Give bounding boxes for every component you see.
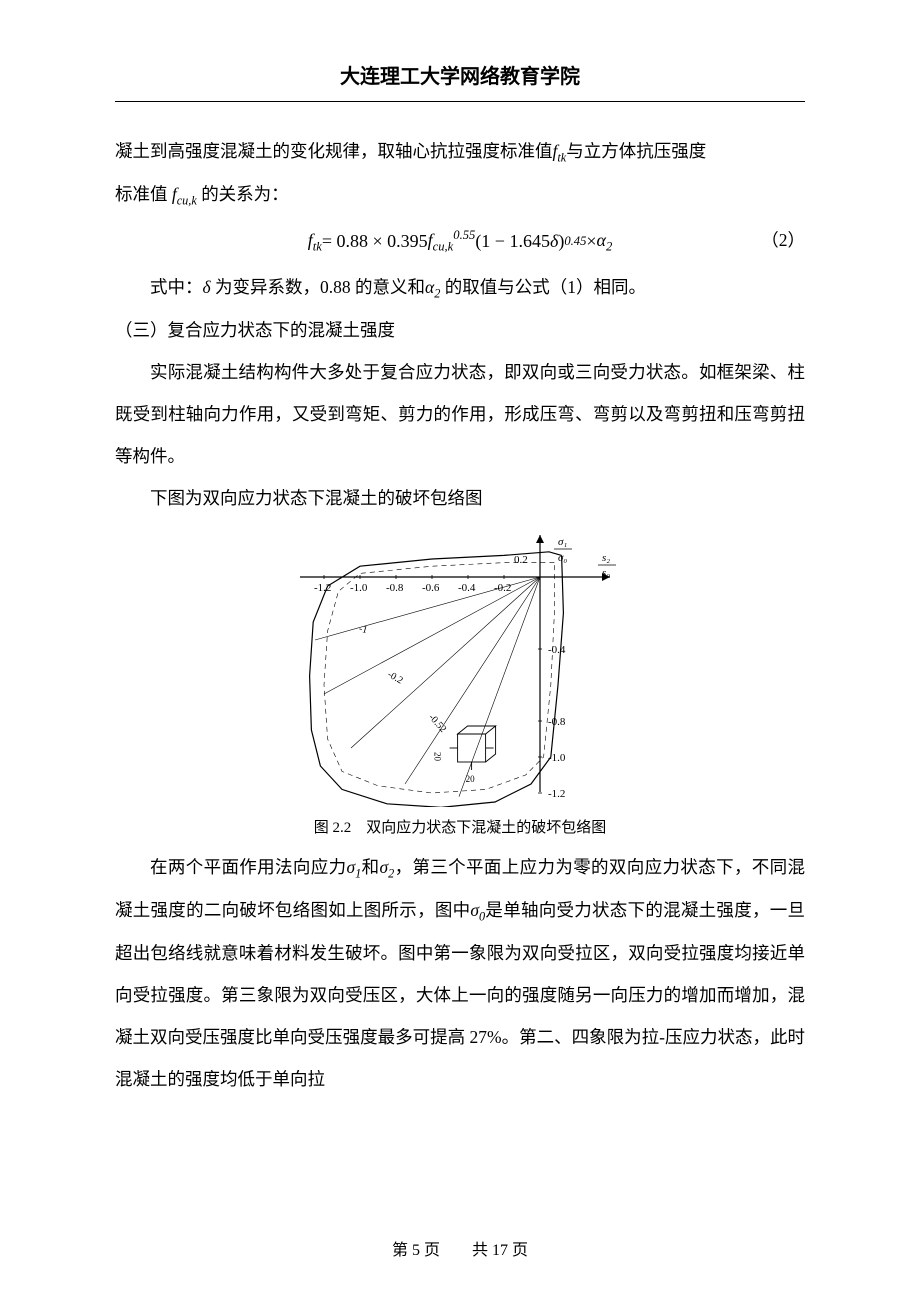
- para2-b: 为变异系数，0.88 的意义和: [211, 277, 425, 297]
- symbol-sigma1: σ1: [346, 857, 361, 877]
- symbol-alpha2: α2: [425, 277, 440, 297]
- equation-2: ftk = 0.88 × 0.395fcu,k0.55(1 − 1.645δ)0…: [115, 224, 805, 258]
- para5-a: 在两个平面作用法向应力: [150, 857, 346, 877]
- eq-fcuk: fcu,k0.55: [428, 224, 476, 258]
- eq-eq: = 0.88 × 0.395: [322, 225, 428, 257]
- symbol-sigma0: σ0: [470, 900, 485, 920]
- eq-delta: δ: [550, 225, 558, 257]
- svg-text:0.2: 0.2: [514, 554, 528, 566]
- svg-text:s₂: s₂: [602, 552, 610, 564]
- paragraph-1-line2: 标准值 fcu,k 的关系为：: [115, 173, 805, 216]
- eq-times: ×: [586, 225, 596, 257]
- svg-text:-0.8: -0.8: [386, 582, 404, 594]
- svg-text:-0.6: -0.6: [422, 582, 440, 594]
- eq-alpha2: α2: [597, 224, 613, 258]
- footer-prefix: 第: [392, 1242, 412, 1259]
- eq-paren: (1 − 1.645: [475, 225, 550, 257]
- para2-a: 式中：: [150, 277, 203, 297]
- footer-mid: 页 共: [420, 1242, 492, 1259]
- para5-d: 是单轴向受力状态下的混凝土强度，一旦超出包络线就意味着材料发生破坏。图中第一象限…: [115, 900, 805, 1089]
- svg-text:-0.8: -0.8: [548, 716, 566, 728]
- para2-c: 的取值与公式（1）相同。: [445, 277, 646, 297]
- page-header: 大连理工大学网络教育学院: [115, 60, 805, 102]
- svg-text:σ₀: σ₀: [558, 552, 567, 564]
- eq-lhs: ftk: [308, 224, 322, 258]
- svg-text:-0.4: -0.4: [548, 644, 566, 656]
- para5-b: 和: [361, 857, 379, 877]
- figure-caption: 图 2.2 双向应力状态下混凝土的破坏包络图: [115, 816, 805, 840]
- svg-text:-0.2: -0.2: [386, 669, 405, 686]
- svg-text:20: 20: [433, 752, 443, 762]
- paragraph-5: 在两个平面作用法向应力σ1和σ2，第三个平面上应力为零的双向应力状态下，不同混凝…: [115, 846, 805, 1100]
- symbol-ftk: ftk: [553, 141, 567, 161]
- svg-text:-1.2: -1.2: [548, 788, 565, 800]
- svg-text:20: 20: [466, 774, 476, 784]
- subsection-3-heading: （三）复合应力状态下的混凝土强度: [115, 309, 805, 351]
- figure-2-2: σ₁ σ₀ s₂ s₀ 0.2 -1.2 -1.0 -0.8 -0.6 -0.4 -0.2 -0.4 -…: [115, 527, 805, 812]
- svg-text:-0.52: -0.52: [426, 712, 448, 735]
- symbol-sigma2: σ2: [379, 857, 394, 877]
- paragraph-4: 下图为双向应力状态下混凝土的破坏包络图: [115, 477, 805, 519]
- footer-current-page: 5: [412, 1242, 420, 1259]
- svg-text:s₀: s₀: [602, 567, 610, 579]
- para1-text-a: 凝土到高强度混凝土的变化规律，取轴心抗拉强度标准值: [115, 141, 553, 161]
- svg-text:σ₁: σ₁: [558, 536, 567, 548]
- svg-text:-0.4: -0.4: [458, 582, 476, 594]
- eq-exp2: 0.45: [564, 230, 586, 253]
- page-footer: 第 5 页 共 17 页: [0, 1236, 920, 1260]
- footer-suffix: 页: [508, 1242, 528, 1259]
- symbol-delta: δ: [203, 277, 211, 297]
- symbol-fcuk: fcu,k: [172, 184, 197, 204]
- para1-text-d: 的关系为：: [201, 184, 289, 204]
- equation-number: （2）: [761, 225, 805, 257]
- figure-svg: σ₁ σ₀ s₂ s₀ 0.2 -1.2 -1.0 -0.8 -0.6 -0.4 -0.2 -0.4 -…: [290, 527, 630, 807]
- paragraph-1: 凝土到高强度混凝土的变化规律，取轴心抗拉强度标准值ftk与立方体抗压强度: [115, 130, 805, 173]
- paragraph-3: 实际混凝土结构构件大多处于复合应力状态，即双向或三向受力状态。如框架梁、柱既受到…: [115, 351, 805, 477]
- para1-text-b: 与立方体抗压强度: [566, 141, 706, 161]
- svg-text:-0.2: -0.2: [494, 582, 511, 594]
- paragraph-2: 式中：δ 为变异系数，0.88 的意义和α2 的取值与公式（1）相同。: [115, 266, 805, 309]
- svg-text:-1.0: -1.0: [350, 582, 368, 594]
- svg-text:-1: -1: [358, 623, 369, 636]
- para1-text-c: 标准值: [115, 184, 168, 204]
- footer-total-pages: 17: [492, 1242, 508, 1259]
- svg-text:-1.2: -1.2: [314, 582, 331, 594]
